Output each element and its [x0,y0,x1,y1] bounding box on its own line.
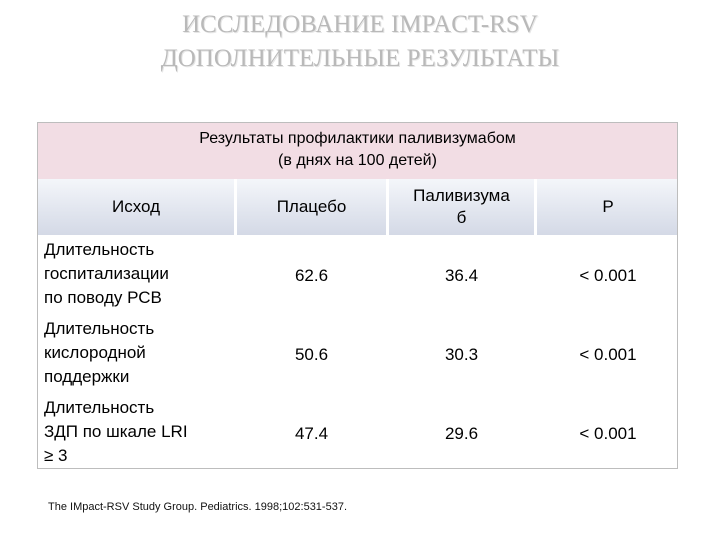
table-caption-line1: Результаты профилактики паливизумабом [199,130,516,147]
cell-placebo: 47.4 [294,423,329,443]
table-row: Длительность госпитализации по поводу РС… [38,236,677,315]
row-label-line: госпитализации [44,264,169,283]
cell-p: < 0.001 [579,423,637,443]
header-placebo: Плацебо [276,197,347,216]
cell-placebo: 50.6 [294,344,329,364]
header-separator [386,179,389,235]
cell-placebo: 62.6 [294,265,329,285]
header-palivizumab-line2: б [456,208,467,227]
row-label: Длительность госпитализации по поводу РС… [44,238,234,310]
table-header-row: Исход Плацебо Паливизума б P [38,179,677,235]
row-label-line: Длительность [44,319,155,338]
header-outcome: Исход [111,197,161,216]
row-label-line: Длительность [44,398,155,417]
slide-title-line2: ДОПОЛНИТЕЛЬНЫЕ РЕЗУЛЬТАТЫ [160,45,560,72]
row-label-line: ЗДП по шкале LRI [44,422,188,441]
results-table: Результаты профилактики паливизумабом (в… [37,122,678,469]
row-label-line: ≥ 3 [44,446,68,465]
row-label-line: поддержки [44,367,130,386]
slide-title: ИССЛЕДОВАНИЕ IMPACT-RSV ДОПОЛНИТЕЛЬНЫЕ Р… [0,8,720,76]
header-p: P [602,197,614,216]
cell-palivizumab: 29.6 [444,423,479,443]
table-row: Длительность кислородной поддержки 50.6 … [38,315,677,394]
cell-palivizumab: 30.3 [444,344,479,364]
header-palivizumab: Паливизума б [389,179,534,235]
header-separator [234,179,237,235]
row-label-line: кислородной [44,343,146,362]
cell-p: < 0.001 [579,265,637,285]
table-caption-line2: (в днях на 100 детей) [278,152,437,169]
row-label-line: по поводу РСВ [44,288,162,307]
row-label: Длительность кислородной поддержки [44,317,234,389]
header-palivizumab-line1: Паливизума [413,186,510,205]
table-row: Длительность ЗДП по шкале LRI ≥ 3 47.4 2… [38,394,677,473]
footnote-citation: The IMpact-RSV Study Group. Pediatrics. … [48,501,347,513]
row-label-line: Длительность [44,240,155,259]
table-caption: Результаты профилактики паливизумабом (в… [38,123,677,179]
row-label: Длительность ЗДП по шкале LRI ≥ 3 [44,396,234,468]
slide-title-line1: ИССЛЕДОВАНИЕ IMPACT-RSV [182,11,538,38]
cell-p: < 0.001 [579,344,637,364]
cell-palivizumab: 36.4 [444,265,479,285]
header-separator [534,179,537,235]
